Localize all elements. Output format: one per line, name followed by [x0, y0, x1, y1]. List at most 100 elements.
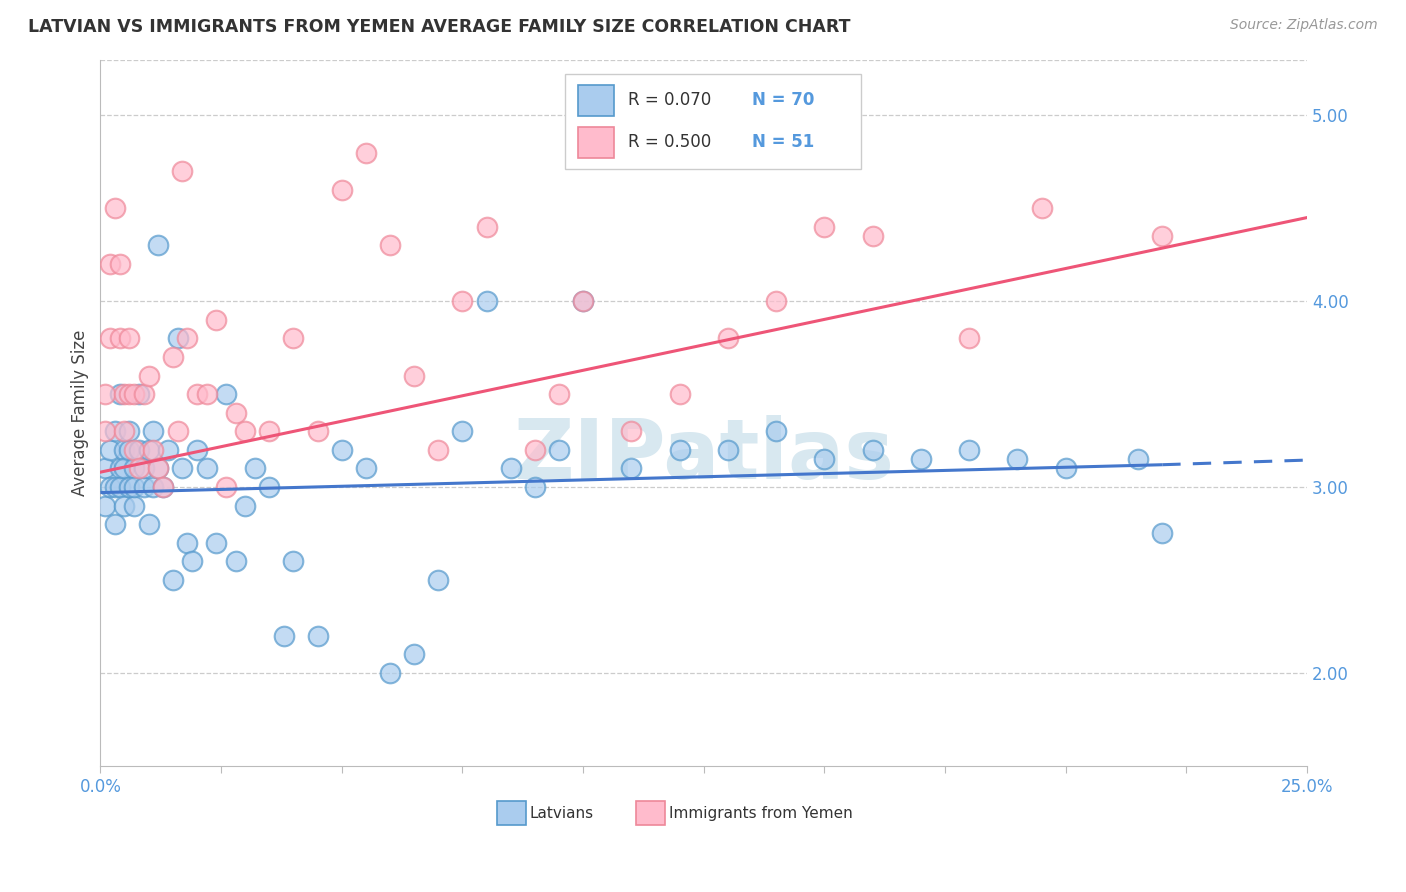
- Point: [1054, 461, 1077, 475]
- Point: [98, 331, 121, 345]
- Point: [283, 331, 305, 345]
- Point: [765, 294, 787, 309]
- Point: [142, 480, 165, 494]
- Point: [195, 387, 218, 401]
- Point: [132, 480, 155, 494]
- Point: [451, 424, 474, 438]
- Point: [225, 406, 247, 420]
- Point: [94, 461, 117, 475]
- Point: [717, 331, 740, 345]
- Point: [259, 480, 281, 494]
- Point: [114, 499, 136, 513]
- Point: [118, 442, 141, 457]
- Point: [118, 331, 141, 345]
- Point: [118, 387, 141, 401]
- Point: [142, 442, 165, 457]
- Point: [1031, 201, 1053, 215]
- Point: [166, 424, 188, 438]
- Point: [128, 461, 150, 475]
- Y-axis label: Average Family Size: Average Family Size: [72, 329, 89, 496]
- Point: [273, 629, 295, 643]
- Point: [122, 461, 145, 475]
- Point: [94, 387, 117, 401]
- Point: [118, 424, 141, 438]
- Point: [765, 424, 787, 438]
- Point: [475, 294, 498, 309]
- Point: [205, 535, 228, 549]
- Point: [717, 442, 740, 457]
- Point: [1126, 452, 1149, 467]
- Point: [98, 442, 121, 457]
- Point: [572, 294, 595, 309]
- Point: [114, 387, 136, 401]
- Point: [283, 554, 305, 568]
- Text: Immigrants from Yemen: Immigrants from Yemen: [669, 805, 852, 821]
- Point: [148, 461, 170, 475]
- Point: [330, 183, 353, 197]
- Point: [186, 442, 208, 457]
- Point: [172, 461, 194, 475]
- Point: [195, 461, 218, 475]
- Point: [330, 442, 353, 457]
- Point: [162, 350, 184, 364]
- Point: [523, 480, 546, 494]
- Point: [233, 499, 256, 513]
- Point: [122, 387, 145, 401]
- Point: [166, 331, 188, 345]
- Point: [499, 461, 522, 475]
- Point: [1152, 229, 1174, 244]
- Point: [548, 387, 571, 401]
- FancyBboxPatch shape: [498, 801, 526, 825]
- Point: [108, 331, 131, 345]
- Point: [108, 480, 131, 494]
- Point: [205, 312, 228, 326]
- Point: [354, 145, 377, 160]
- Point: [475, 219, 498, 234]
- Point: [142, 424, 165, 438]
- Point: [104, 517, 127, 532]
- Point: [148, 238, 170, 252]
- Point: [620, 424, 643, 438]
- Point: [152, 480, 174, 494]
- FancyBboxPatch shape: [636, 801, 665, 825]
- Point: [104, 201, 127, 215]
- Text: R = 0.070: R = 0.070: [627, 91, 711, 110]
- Point: [181, 554, 204, 568]
- Point: [148, 461, 170, 475]
- Point: [108, 461, 131, 475]
- Point: [176, 331, 198, 345]
- Text: N = 70: N = 70: [752, 91, 814, 110]
- Point: [404, 368, 426, 383]
- Point: [378, 238, 401, 252]
- Point: [132, 461, 155, 475]
- Point: [523, 442, 546, 457]
- Point: [572, 294, 595, 309]
- FancyBboxPatch shape: [578, 127, 614, 158]
- Text: ZIPatlas: ZIPatlas: [513, 415, 894, 496]
- Point: [243, 461, 266, 475]
- Point: [114, 442, 136, 457]
- Text: LATVIAN VS IMMIGRANTS FROM YEMEN AVERAGE FAMILY SIZE CORRELATION CHART: LATVIAN VS IMMIGRANTS FROM YEMEN AVERAGE…: [28, 18, 851, 36]
- Point: [128, 387, 150, 401]
- Point: [354, 461, 377, 475]
- Point: [957, 442, 980, 457]
- Point: [548, 442, 571, 457]
- Point: [132, 387, 155, 401]
- Point: [427, 573, 450, 587]
- Point: [98, 480, 121, 494]
- Point: [225, 554, 247, 568]
- Point: [104, 424, 127, 438]
- Point: [957, 331, 980, 345]
- Point: [186, 387, 208, 401]
- Point: [104, 480, 127, 494]
- Point: [813, 219, 835, 234]
- Point: [152, 480, 174, 494]
- Point: [128, 442, 150, 457]
- Point: [114, 461, 136, 475]
- Text: R = 0.500: R = 0.500: [627, 134, 711, 152]
- Point: [138, 517, 160, 532]
- Point: [172, 164, 194, 178]
- Point: [233, 424, 256, 438]
- Point: [215, 480, 238, 494]
- Point: [138, 442, 160, 457]
